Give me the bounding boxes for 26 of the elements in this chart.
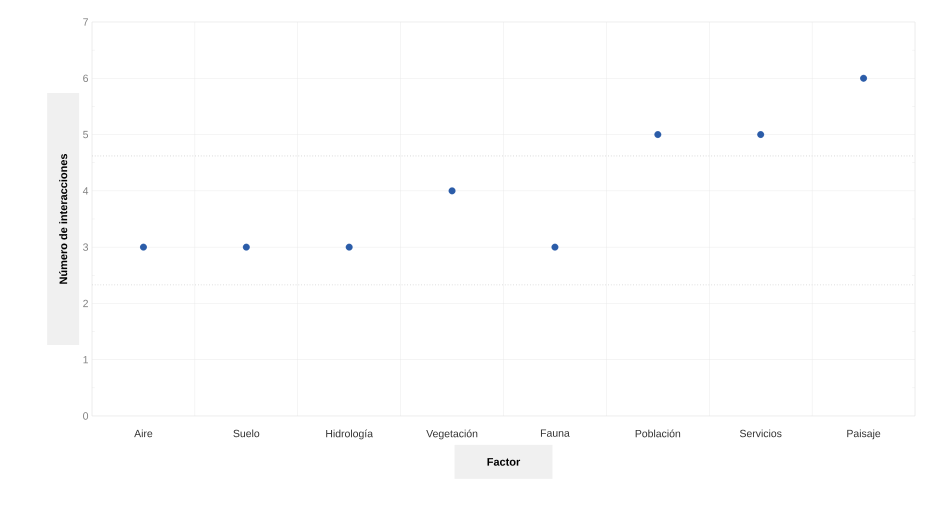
y-tick-label: 3 xyxy=(83,243,88,251)
y-tick-label: 4 xyxy=(82,187,88,194)
point xyxy=(860,74,868,82)
y-tick-label: 6 xyxy=(83,74,88,82)
point xyxy=(448,187,456,194)
point xyxy=(757,131,764,138)
point xyxy=(140,244,147,251)
x-tick-label: Vegetación xyxy=(426,430,478,440)
y-tick-label: 2 xyxy=(83,300,88,308)
x-tick-label: Suelo xyxy=(233,430,260,438)
y-axis-title: Número de interacciones xyxy=(59,154,68,284)
x-tick-label: Hidrología xyxy=(326,430,374,440)
x-tick-label: Servicios xyxy=(740,430,782,438)
x-tick-label: Paisaje xyxy=(847,430,880,440)
y-tick-label: 1 xyxy=(83,356,88,364)
point xyxy=(551,244,558,251)
x-axis-title: Factor xyxy=(487,458,520,466)
y-tick-label: 5 xyxy=(83,130,88,138)
x-tick-label: Población xyxy=(636,430,680,438)
point xyxy=(242,244,250,251)
y-tick-label: 0 xyxy=(83,412,88,420)
point xyxy=(346,244,353,251)
x-tick-label: Fauna xyxy=(540,430,570,437)
y-tick-label: 7 xyxy=(83,18,88,26)
x-tick-label: Aire xyxy=(134,430,152,438)
point xyxy=(654,131,662,138)
